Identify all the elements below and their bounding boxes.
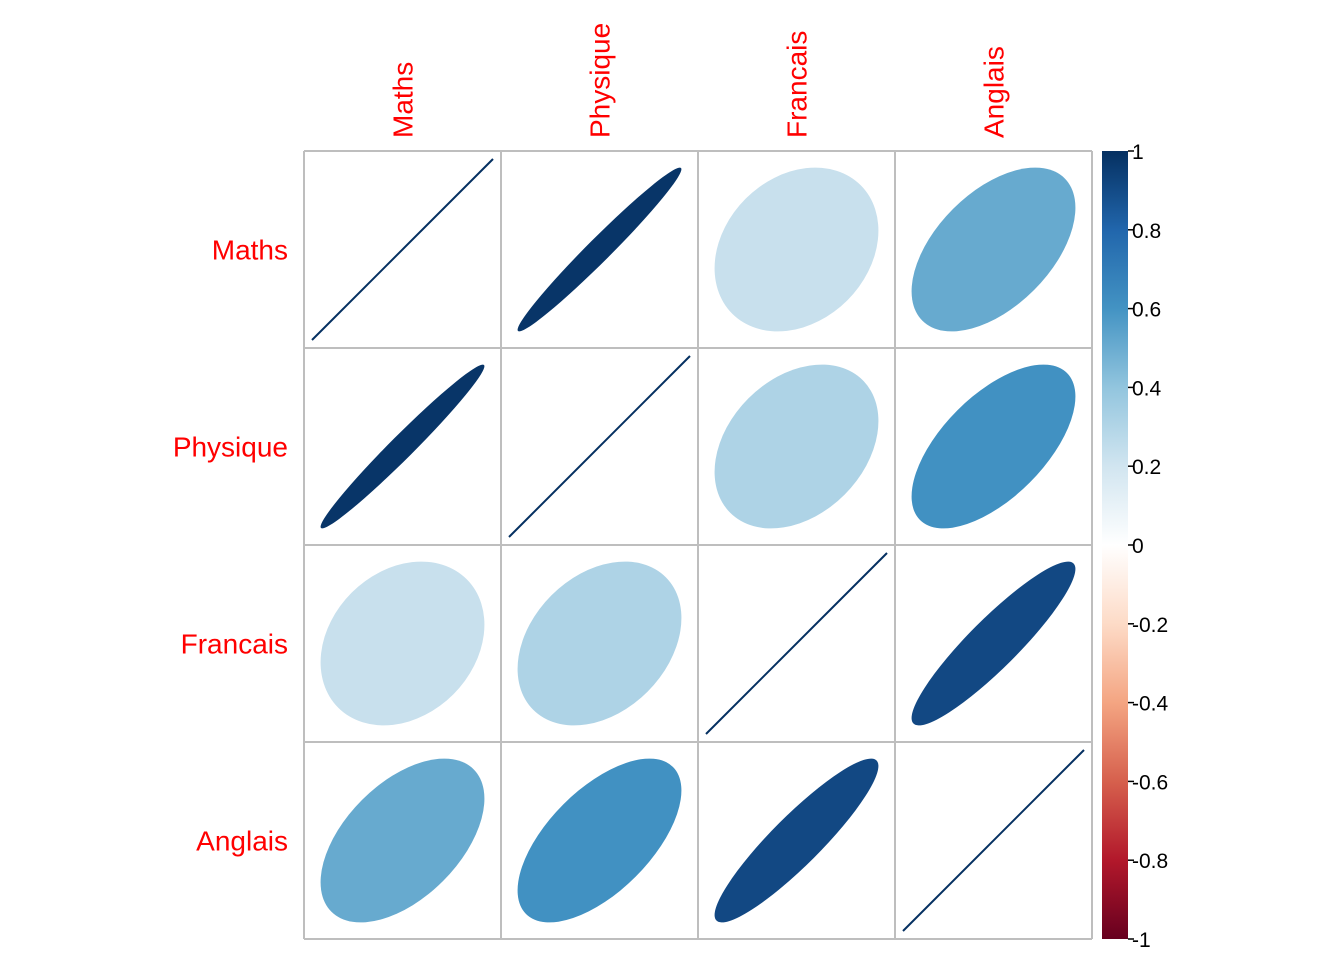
correlation-ellipse-francais-anglais [911, 561, 1076, 726]
column-label-anglais: Anglais [979, 46, 1010, 138]
row-label-physique: Physique [173, 432, 288, 463]
column-labels: Maths Physique Francais Anglais [388, 23, 1010, 138]
column-label-maths: Maths [388, 62, 419, 138]
colorbar-tick-label: -0.2 [1132, 614, 1168, 637]
colorbar-tick-label: 0.4 [1132, 377, 1162, 400]
row-labels: Maths Physique Francais Anglais [173, 235, 288, 857]
correlation-cells [311, 158, 1085, 932]
colorbar-tick-label: 0.2 [1132, 456, 1161, 479]
correlation-ellipse-maths-anglais [911, 167, 1076, 332]
colorbar-tick-label: 0.8 [1132, 220, 1161, 243]
row-label-francais: Francais [181, 629, 288, 660]
colorbar: 1 0.8 0.6 0.4 0.2 0 -0.2 -0.4 -0.6 -0.8 -1 [1102, 141, 1169, 952]
colorbar-gradient [1102, 151, 1128, 939]
correlation-ellipse-maths-physique [517, 167, 682, 332]
colorbar-tick-label: 0.6 [1132, 299, 1161, 322]
correlation-ellipse-francais-maths [320, 561, 485, 726]
row-label-maths: Maths [212, 235, 288, 266]
colorbar-tick-label: -1 [1132, 929, 1151, 952]
correlation-ellipse-physique-physique [508, 355, 691, 538]
correlation-ellipse-francais-physique [517, 561, 682, 726]
correlation-ellipse-anglais-maths [320, 758, 485, 923]
colorbar-tick-label: 0 [1132, 535, 1144, 558]
column-label-francais: Francais [782, 31, 813, 138]
column-label-physique: Physique [585, 23, 616, 138]
correlation-ellipse-anglais-physique [517, 758, 682, 923]
colorbar-tick-label: 1 [1132, 141, 1144, 164]
correlation-ellipse-francais-francais [705, 552, 888, 735]
colorbar-tick-label: -0.6 [1132, 771, 1168, 794]
colorbar-tick-label: -0.8 [1132, 850, 1168, 873]
row-label-anglais: Anglais [196, 826, 288, 857]
grid-lines [303, 150, 1093, 940]
correlation-ellipse-maths-maths [311, 158, 494, 341]
colorbar-tick-label: -0.4 [1132, 693, 1169, 716]
correlation-ellipse-physique-anglais [911, 364, 1076, 529]
correlation-ellipse-physique-francais [714, 364, 879, 529]
correlation-ellipse-maths-francais [714, 167, 879, 332]
correlation-ellipse-anglais-anglais [902, 749, 1085, 932]
correlation-ellipse-anglais-francais [714, 758, 879, 923]
correlation-ellipse-physique-maths [320, 364, 485, 529]
